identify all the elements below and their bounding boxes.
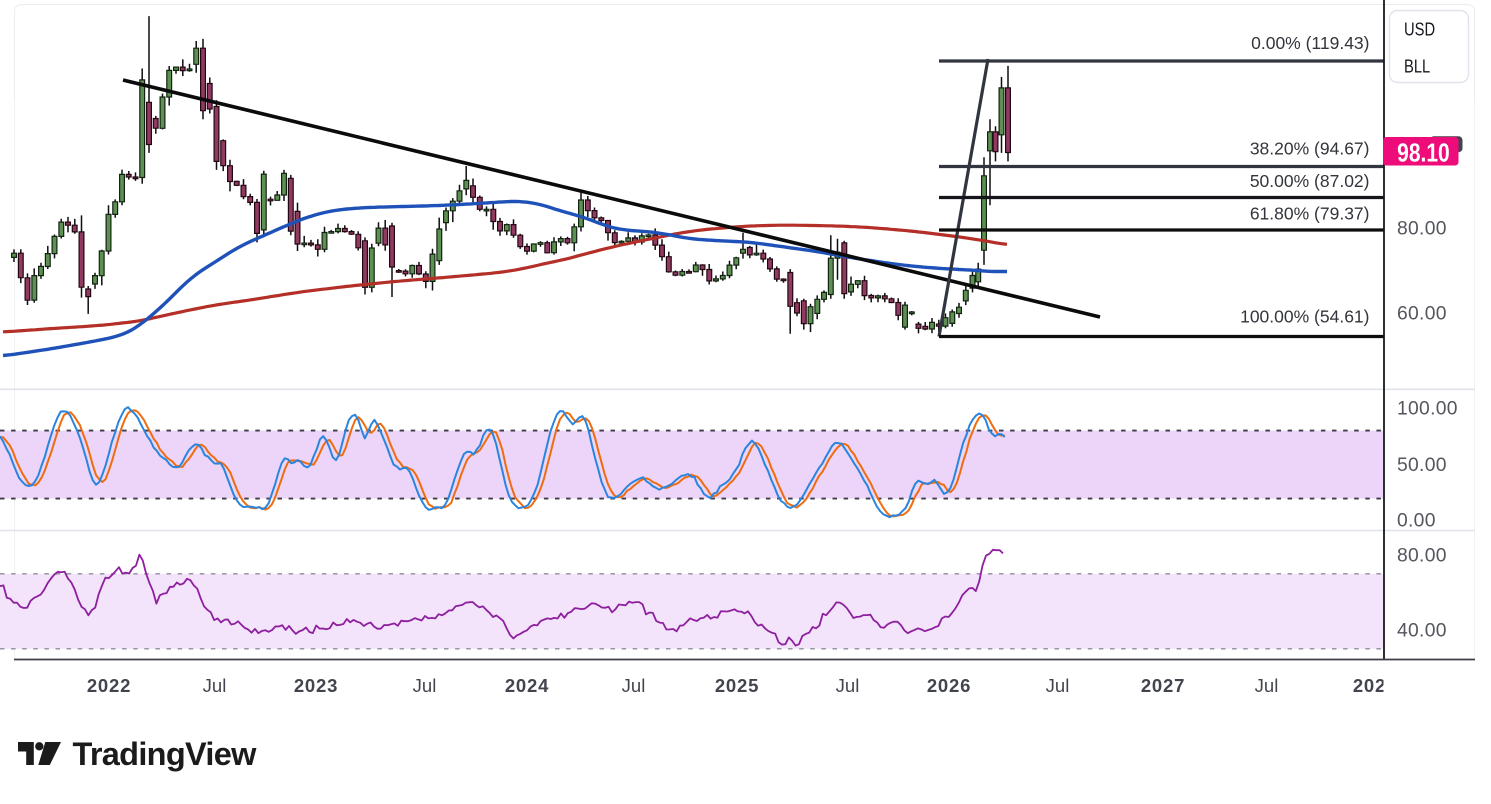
svg-text:Jul: Jul (1255, 675, 1279, 696)
svg-text:2024: 2024 (505, 675, 549, 696)
svg-text:61.80% (79.37): 61.80% (79.37) (1250, 204, 1370, 224)
svg-text:2026: 2026 (927, 675, 971, 696)
svg-text:98.10: 98.10 (1397, 138, 1450, 166)
svg-text:100.00: 100.00 (1397, 399, 1458, 420)
svg-text:Jul: Jul (622, 675, 646, 696)
svg-text:BLL: BLL (1404, 56, 1430, 77)
svg-text:80.00: 80.00 (1397, 219, 1447, 240)
svg-text:38.20% (94.67): 38.20% (94.67) (1250, 139, 1370, 159)
svg-text:2027: 2027 (1141, 675, 1185, 696)
svg-text:2023: 2023 (294, 675, 338, 696)
svg-text:2022: 2022 (87, 675, 131, 696)
svg-text:100.00% (54.61): 100.00% (54.61) (1240, 307, 1369, 327)
svg-text:Jul: Jul (413, 675, 437, 696)
svg-text:80.00: 80.00 (1397, 546, 1447, 567)
svg-text:TradingView: TradingView (73, 736, 258, 772)
svg-text:Jul: Jul (836, 675, 860, 696)
svg-text:0.00: 0.00 (1397, 511, 1436, 532)
svg-text:40.00: 40.00 (1397, 621, 1447, 642)
svg-text:USD: USD (1404, 19, 1435, 40)
svg-text:0.00% (119.43): 0.00% (119.43) (1251, 33, 1369, 53)
svg-text:50.00% (87.02): 50.00% (87.02) (1250, 171, 1370, 191)
svg-text:2028: 2028 (1353, 675, 1397, 696)
svg-text:60.00: 60.00 (1397, 304, 1447, 325)
svg-text:Jul: Jul (1046, 675, 1070, 696)
svg-text:2025: 2025 (715, 675, 759, 696)
svg-text:Jul: Jul (203, 675, 227, 696)
svg-text:50.00: 50.00 (1397, 455, 1447, 476)
